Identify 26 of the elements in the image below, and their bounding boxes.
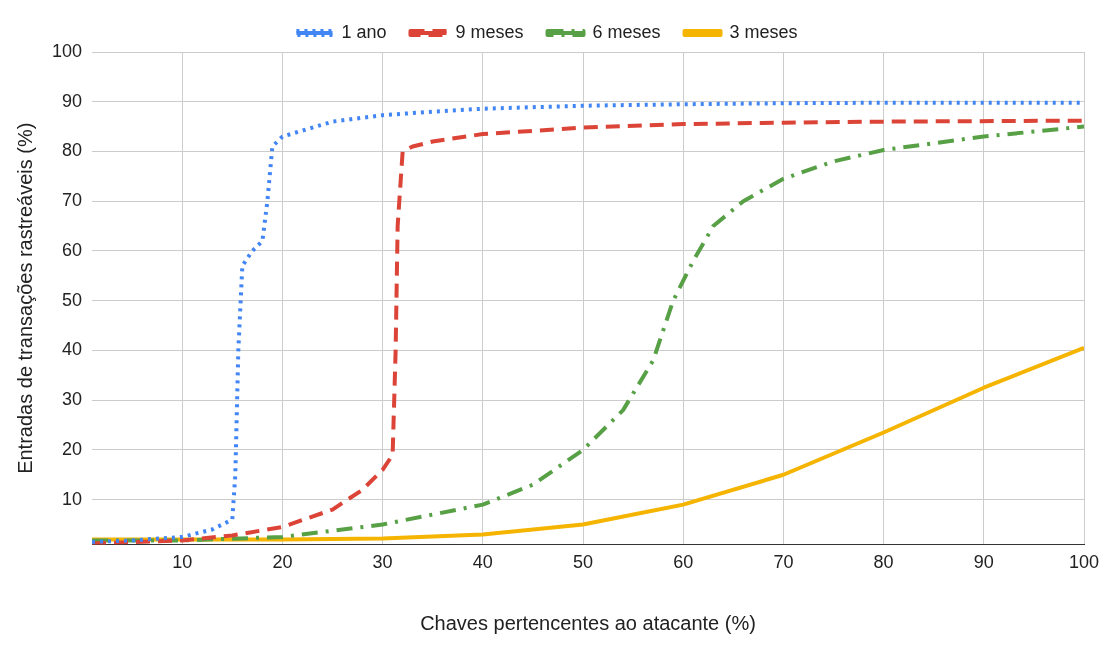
x-tick-label: 20 bbox=[272, 552, 293, 573]
y-tick-label: 20 bbox=[62, 438, 83, 459]
x-axis-title: Chaves pertencentes ao atacante (%) bbox=[420, 611, 756, 634]
x-tick-label: 10 bbox=[172, 552, 193, 573]
y-tick-label: 60 bbox=[62, 239, 83, 260]
x-tick-label: 80 bbox=[873, 552, 894, 573]
legend-label: 3 meses bbox=[729, 21, 798, 42]
y-tick-label: 30 bbox=[62, 389, 83, 410]
x-tick-label: 40 bbox=[472, 552, 493, 573]
y-axis-title: Entradas de transações rastreáveis (%) bbox=[13, 122, 36, 474]
y-tick-label: 50 bbox=[62, 289, 83, 310]
x-tick-label: 50 bbox=[572, 552, 594, 573]
y-tick-label: 40 bbox=[62, 339, 83, 360]
legend-label: 1 ano bbox=[341, 21, 387, 42]
y-tick-label: 70 bbox=[62, 190, 83, 211]
legend-label: 6 meses bbox=[592, 21, 661, 42]
x-tick-label: 70 bbox=[773, 552, 794, 573]
x-tick-label: 30 bbox=[372, 552, 393, 573]
y-tick-label: 100 bbox=[51, 40, 83, 61]
legend-label: 9 meses bbox=[455, 21, 524, 42]
y-tick-label: 80 bbox=[62, 140, 83, 161]
x-tick-label: 90 bbox=[973, 552, 994, 573]
y-tick-label: 90 bbox=[62, 90, 83, 111]
x-tick-label: 60 bbox=[673, 552, 694, 573]
y-tick-label: 10 bbox=[62, 488, 83, 509]
x-tick-label: 100 bbox=[1068, 552, 1100, 573]
